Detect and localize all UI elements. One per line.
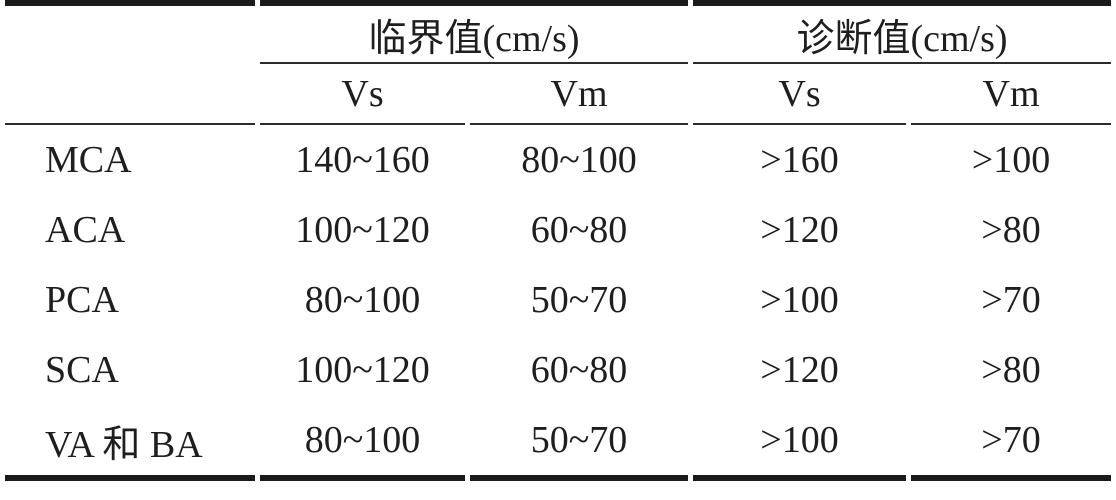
cell-value: 140~160 <box>295 139 430 181</box>
cell-value: 80~100 <box>521 139 637 181</box>
cell-value: >70 <box>911 405 1111 481</box>
cell-value: 100~120 <box>295 209 430 251</box>
row-label: VA 和 BA <box>5 405 255 481</box>
cell-value: >100 <box>693 405 906 481</box>
cell-value: >100 <box>760 279 839 321</box>
cell-value: 80~100 <box>260 405 465 481</box>
row-label: ACA <box>45 209 126 251</box>
cell-value: >160 <box>760 139 839 181</box>
row-label: MCA <box>45 139 132 181</box>
column-header-critical-vs: Vs <box>260 64 465 125</box>
cell-value: >100 <box>971 139 1051 181</box>
cell-value: 50~70 <box>470 405 688 481</box>
table-row-mca: MCA 140~160 80~100 >160 >100 <box>5 125 1111 195</box>
table-row-pca: PCA 80~100 50~70 >100 >70 <box>5 265 1111 335</box>
cell-value: >120 <box>760 349 839 391</box>
corner-cell <box>5 0 255 64</box>
cell-value: >80 <box>981 349 1041 391</box>
velocity-criteria-table: 临界值(cm/s) 诊断值(cm/s) Vs Vm Vs Vm MCA 140~… <box>5 0 1111 481</box>
cell-value: 50~70 <box>530 279 628 321</box>
sub-header-row: Vs Vm Vs Vm <box>5 64 1111 125</box>
column-header-diagnostic-vm: Vm <box>911 64 1111 125</box>
column-header-diagnostic-vs: Vs <box>693 64 906 125</box>
table-row-sca: SCA 100~120 60~80 >120 >80 <box>5 335 1111 405</box>
table-row-aca: ACA 100~120 60~80 >120 >80 <box>5 195 1111 265</box>
cell-value: 60~80 <box>530 209 628 251</box>
cell-value: 80~100 <box>304 279 421 321</box>
table-row-va-ba: VA 和 BA 80~100 50~70 >100 >70 <box>5 405 1111 481</box>
cell-value: >80 <box>981 209 1041 251</box>
row-label: SCA <box>45 349 119 391</box>
group-header-critical-value: 临界值(cm/s) <box>260 0 688 64</box>
group-header-row: 临界值(cm/s) 诊断值(cm/s) <box>5 0 1111 64</box>
group-header-diagnostic-value: 诊断值(cm/s) <box>693 0 1111 64</box>
corner-cell <box>5 64 255 125</box>
cell-value: >70 <box>981 279 1041 321</box>
row-label: PCA <box>45 279 119 321</box>
cell-value: 100~120 <box>295 349 430 391</box>
cell-value: >120 <box>760 209 839 251</box>
cell-value: 60~80 <box>530 349 628 391</box>
column-header-critical-vm: Vm <box>470 64 688 125</box>
